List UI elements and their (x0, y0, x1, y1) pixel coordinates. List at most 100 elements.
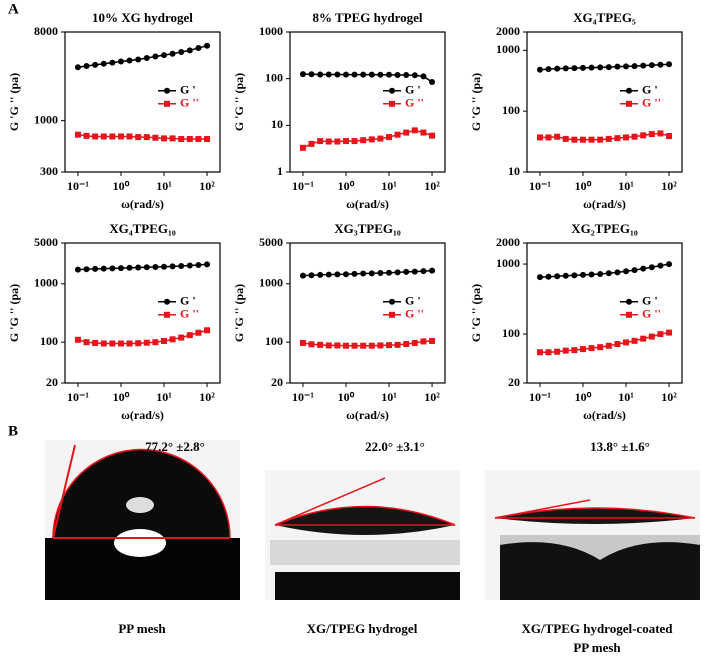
marker (299, 272, 306, 279)
series-line (302, 129, 433, 149)
marker (648, 62, 655, 69)
marker (308, 71, 315, 78)
marker (83, 132, 90, 139)
x-tick-label: 10⁰ (338, 390, 355, 404)
y-axis-label: G 'G '' (pa) (7, 284, 21, 342)
series-line (539, 331, 670, 353)
y-axis-label: G 'G '' (pa) (469, 73, 483, 131)
chart-title: 10% XG hydrogel (92, 10, 193, 25)
marker (351, 270, 358, 277)
marker (666, 61, 673, 68)
x-tick-label: 10⁰ (113, 390, 130, 404)
chart-title: XG₂TPEG₁₀ (571, 221, 638, 236)
marker (394, 341, 401, 348)
caption: PP mesh (118, 621, 166, 636)
angle-label: 22.0° ±3.1° (365, 439, 425, 454)
x-tick-label: 10² (661, 390, 677, 404)
marker (588, 271, 595, 278)
marker (186, 332, 193, 339)
marker (368, 136, 375, 143)
plot-frame (64, 31, 221, 173)
plot-frame (289, 242, 446, 384)
legend-label: G ' (642, 83, 658, 97)
marker (152, 53, 159, 60)
marker (640, 265, 647, 272)
caption: XG/TPEG hydrogel-coated (521, 621, 673, 636)
marker (579, 346, 586, 353)
marker (325, 71, 332, 78)
marker (545, 349, 552, 356)
marker (169, 135, 176, 142)
legend-label: G ' (405, 294, 421, 308)
caption: PP mesh (573, 640, 621, 655)
marker (394, 71, 401, 78)
marker (614, 269, 621, 276)
series-line (539, 132, 670, 141)
series-line (77, 44, 208, 68)
marker (579, 136, 586, 143)
marker (420, 268, 427, 275)
marker (554, 65, 561, 72)
plot-frame (64, 242, 221, 384)
x-tick-label: 10¹ (156, 179, 172, 193)
marker (334, 71, 341, 78)
series-line (302, 269, 433, 277)
marker (571, 272, 578, 279)
marker (342, 138, 349, 145)
legend-label: G ' (180, 83, 196, 97)
marker (588, 64, 595, 71)
marker (631, 337, 638, 344)
series-line (77, 133, 208, 140)
caption: XG/TPEG hydrogel (307, 621, 418, 636)
marker (325, 138, 332, 145)
x-axis-label: ω(rad/s) (346, 408, 389, 422)
x-tick-label: 10⁰ (575, 179, 592, 193)
y-tick-label: 1000 (496, 256, 520, 270)
marker (135, 134, 142, 141)
x-axis-label: ω(rad/s) (121, 408, 164, 422)
x-axis-label: ω(rad/s) (121, 197, 164, 211)
marker (657, 262, 664, 269)
y-tick-label: 10 (271, 117, 283, 131)
marker (536, 66, 543, 73)
marker (648, 264, 655, 271)
marker (334, 342, 341, 349)
marker (299, 339, 306, 346)
x-tick-label: 10² (199, 390, 215, 404)
marker (631, 63, 638, 70)
y-tick-label: 1 (277, 164, 283, 178)
marker (161, 135, 168, 142)
marker (169, 336, 176, 343)
x-tick-label: 10⁰ (113, 179, 130, 193)
x-tick-label: 10² (199, 179, 215, 193)
series-line (302, 340, 433, 347)
marker (169, 50, 176, 57)
marker (411, 339, 418, 346)
marker (360, 270, 367, 277)
marker (360, 71, 367, 78)
marker (562, 65, 569, 72)
marker (614, 341, 621, 348)
marker (109, 133, 116, 140)
marker (317, 271, 324, 278)
legend-marker (389, 311, 395, 318)
marker (631, 133, 638, 140)
x-tick-label: 10² (424, 390, 440, 404)
y-axis-label: G 'G '' (pa) (469, 284, 483, 342)
photo (265, 470, 460, 600)
y-tick-label: 20 (508, 375, 520, 389)
marker (308, 341, 315, 348)
marker (308, 140, 315, 147)
marker (109, 59, 116, 66)
marker (554, 133, 561, 140)
marker (420, 129, 427, 136)
marker (631, 267, 638, 274)
y-tick-label: 1000 (34, 276, 58, 290)
y-tick-label: 20 (271, 375, 283, 389)
marker (126, 57, 133, 64)
marker (186, 136, 193, 143)
marker (204, 261, 211, 268)
marker (195, 261, 202, 268)
marker (597, 344, 604, 351)
legend-label: G '' (405, 307, 424, 321)
